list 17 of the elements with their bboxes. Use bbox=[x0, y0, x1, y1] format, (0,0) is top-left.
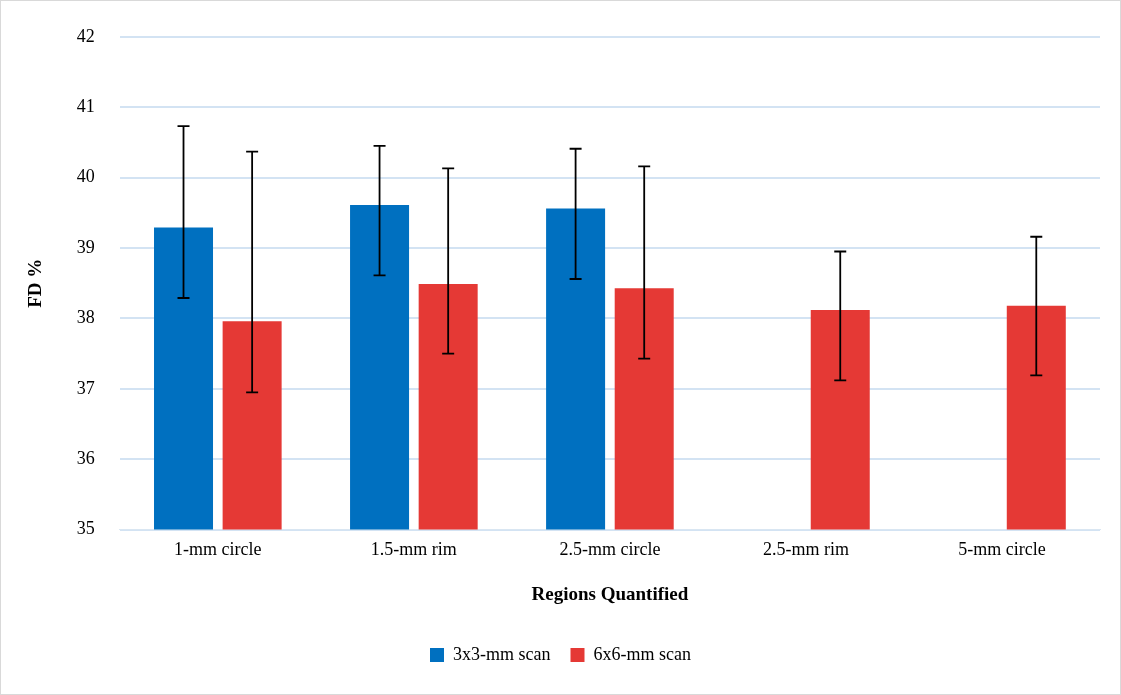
x-tick-label: 1-mm circle bbox=[174, 539, 262, 560]
y-tick-label: 38 bbox=[76, 307, 95, 328]
y-tick-label: 40 bbox=[76, 166, 95, 187]
y-tick-label: 42 bbox=[76, 25, 95, 46]
x-tick-label: 2.5-mm circle bbox=[559, 539, 661, 560]
y-tick-label: 41 bbox=[76, 95, 95, 116]
y-axis-title: FD % bbox=[24, 258, 46, 308]
y-tick-label: 37 bbox=[76, 377, 95, 398]
legend-label: 6x6-mm scan bbox=[593, 643, 691, 664]
x-tick-label: 2.5-mm rim bbox=[762, 539, 849, 560]
y-tick-label: 36 bbox=[76, 447, 95, 468]
y-tick-label: 39 bbox=[76, 236, 95, 257]
y-tick-label: 35 bbox=[76, 518, 95, 539]
x-tick-label: 5-mm circle bbox=[958, 539, 1046, 560]
legend-label: 3x3-mm scan bbox=[453, 643, 551, 664]
x-axis-title: Regions Quantified bbox=[531, 582, 689, 604]
x-tick-label: 1.5-mm rim bbox=[370, 539, 457, 560]
